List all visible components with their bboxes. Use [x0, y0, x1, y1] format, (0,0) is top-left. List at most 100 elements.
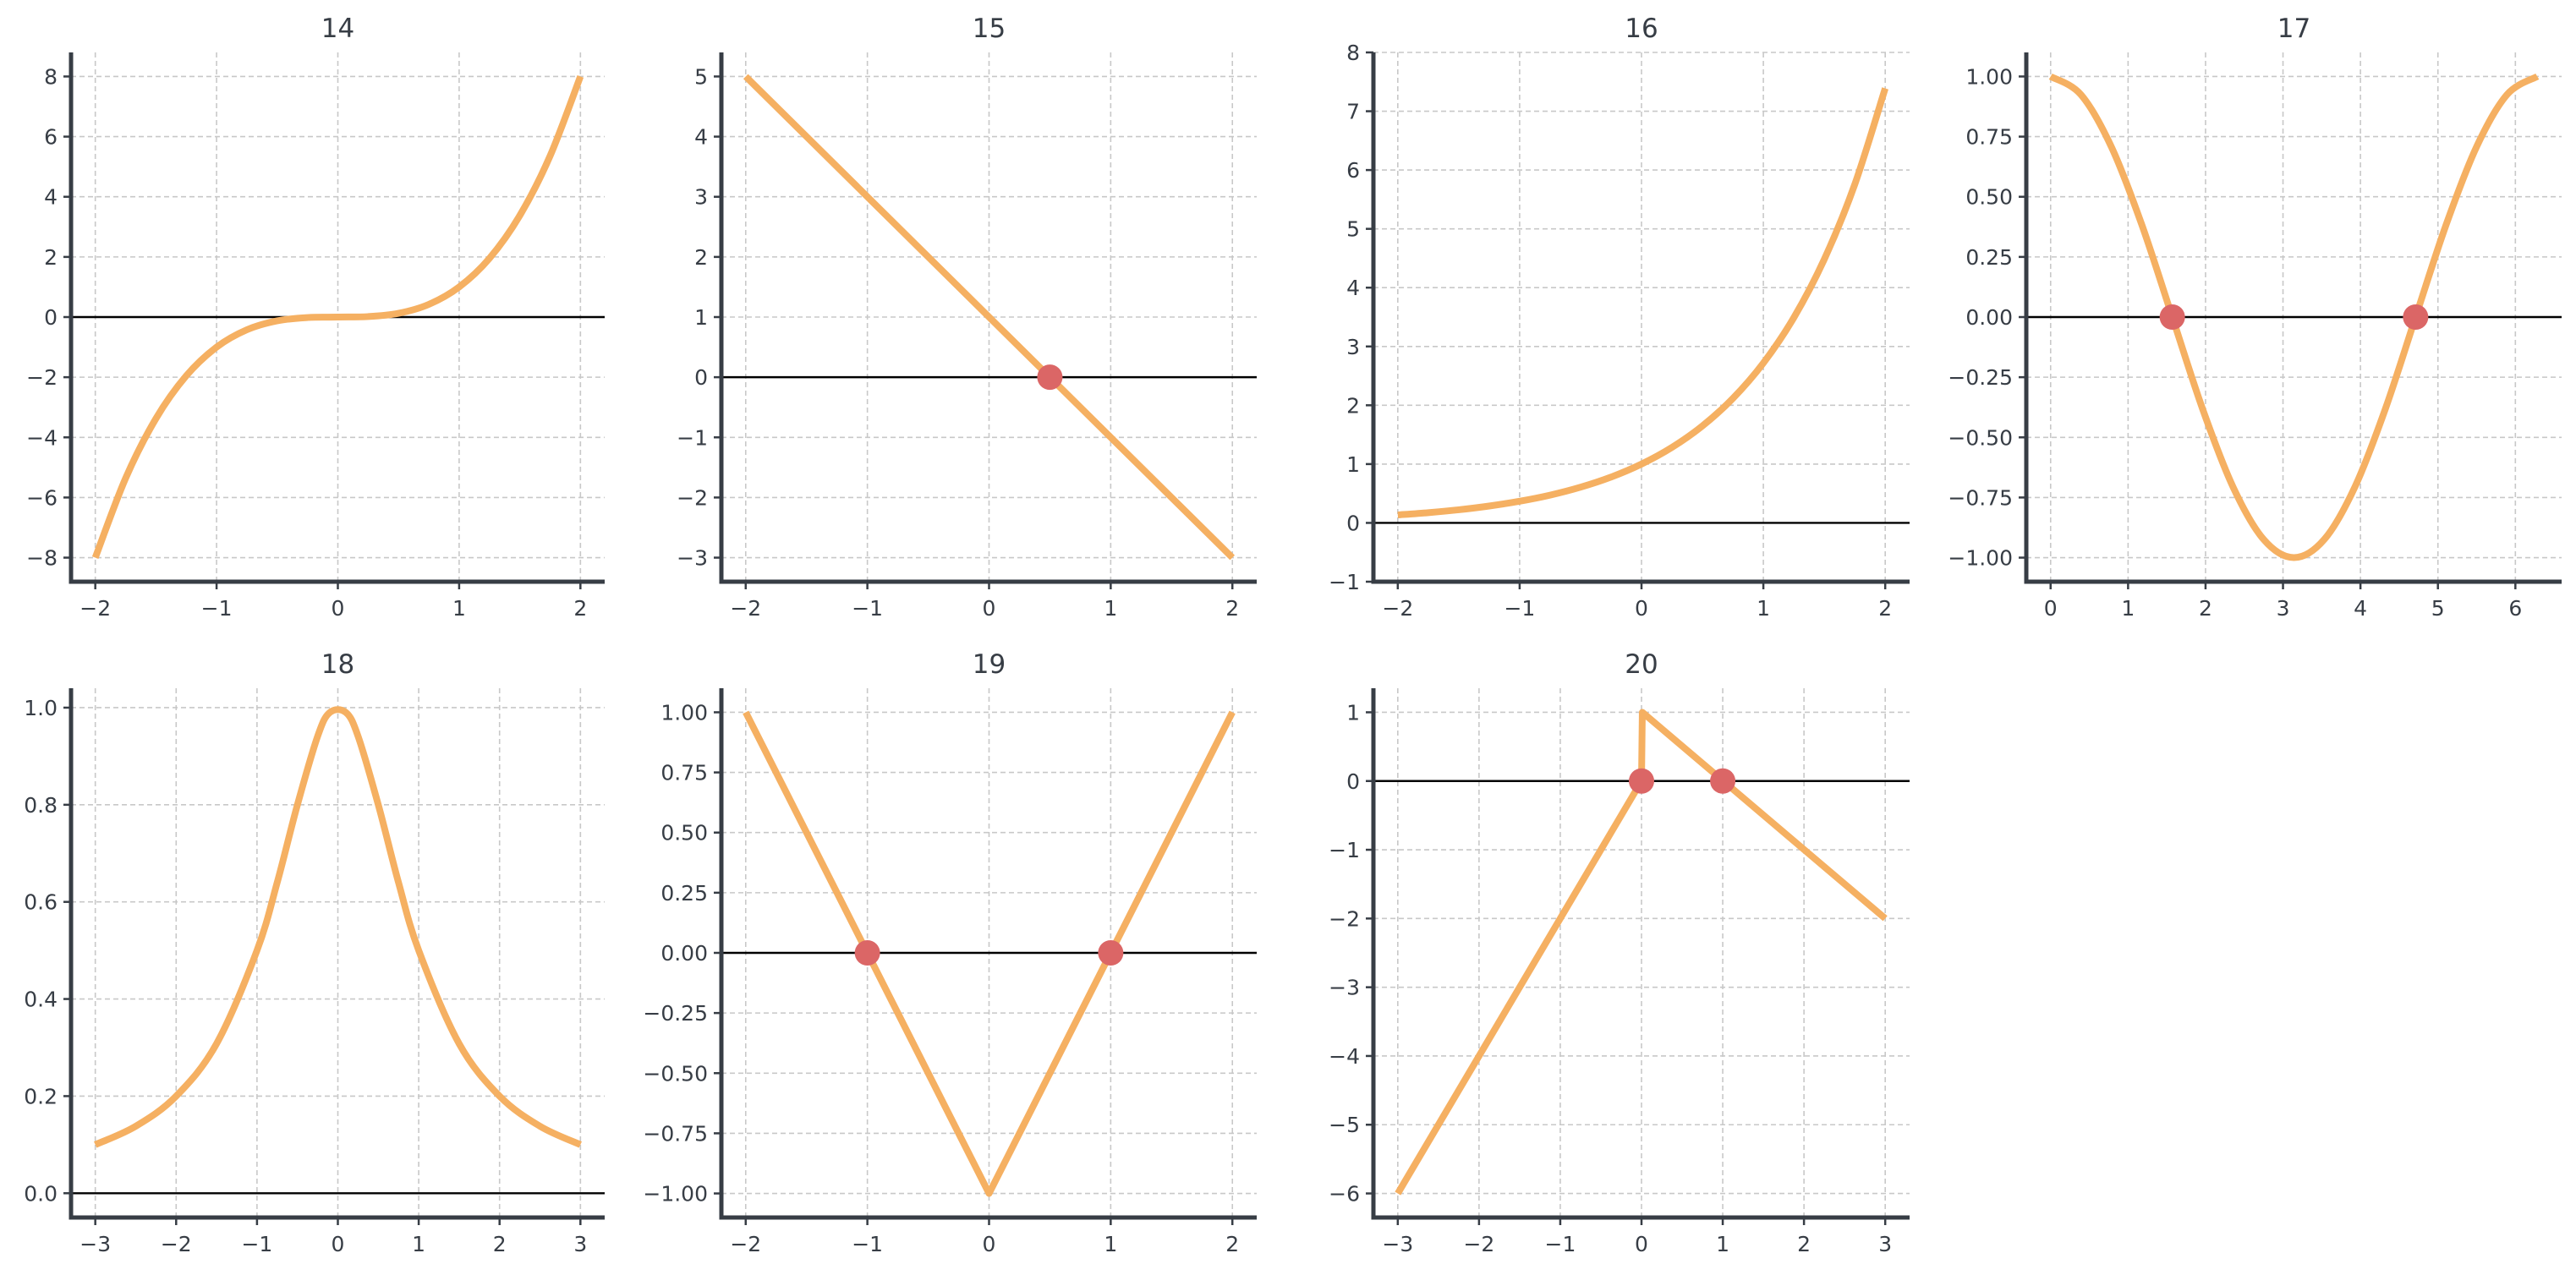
y-tick-label: 0	[1346, 769, 1360, 794]
y-tick-label: 0.75	[660, 761, 708, 785]
x-tick-label: −2	[1382, 596, 1413, 621]
x-tick-label: 0	[1635, 1232, 1648, 1256]
x-tick-label: 1	[1104, 596, 1117, 621]
y-tick-label: −3	[1329, 976, 1360, 1000]
x-tick-label: 1	[1757, 596, 1770, 621]
x-tick-label: 1	[452, 596, 466, 621]
x-tick-label: −1	[852, 1232, 883, 1256]
y-tick-label: −3	[677, 546, 708, 571]
series-line	[91, 75, 584, 559]
y-tick-label: −1	[1329, 838, 1360, 862]
y-tick-label: 8	[44, 64, 58, 89]
y-tick-label: 0.2	[24, 1084, 58, 1108]
y-tick-label: −2	[1329, 906, 1360, 931]
y-tick-label: 0.4	[24, 988, 58, 1012]
x-tick-label: 2	[1225, 1232, 1239, 1256]
series-line	[1397, 87, 1888, 519]
series-line	[743, 74, 1236, 561]
y-tick-label: 3	[1346, 335, 1360, 359]
y-tick-label: 0	[44, 305, 58, 330]
series-line	[1395, 709, 1888, 1196]
x-tick-label: −1	[1504, 596, 1535, 621]
x-tick-label: 2	[2199, 596, 2212, 621]
root-marker	[2159, 304, 2185, 330]
y-tick-label: 1.00	[1965, 64, 2013, 89]
x-tick-label: −2	[1463, 1232, 1494, 1256]
x-tick-label: 5	[2431, 596, 2445, 621]
x-tick-label: 2	[573, 596, 587, 621]
y-tick-label: 0.6	[24, 890, 58, 915]
y-tick-label: −4	[1329, 1044, 1360, 1069]
y-tick-label: 0.00	[1965, 305, 2013, 330]
y-tick-label: −2	[677, 485, 708, 510]
y-tick-label: −8	[26, 546, 58, 571]
y-tick-label: 1	[694, 305, 708, 330]
x-tick-label: 2	[1878, 596, 1892, 621]
y-tick-label: 0.75	[1965, 125, 2013, 150]
root-marker	[1629, 768, 1654, 794]
y-tick-label: −1	[677, 425, 708, 450]
y-tick-label: 6	[44, 125, 58, 150]
y-tick-label: 4	[1346, 276, 1360, 300]
x-tick-label: 2	[1797, 1232, 1811, 1256]
y-tick-label: −0.75	[1948, 485, 2013, 510]
y-tick-label: 2	[1346, 393, 1360, 418]
x-tick-label: 0	[1635, 596, 1648, 621]
x-tick-label: 0	[983, 1232, 996, 1256]
subplot-title: 19	[973, 649, 1006, 680]
y-tick-label: −5	[1329, 1113, 1360, 1137]
subplot-title: 20	[1625, 649, 1658, 680]
y-tick-label: 8	[1346, 41, 1360, 65]
x-tick-label: 0	[332, 1232, 345, 1256]
root-marker	[1710, 768, 1736, 794]
x-tick-label: 0	[983, 596, 996, 621]
y-tick-label: −0.25	[643, 1001, 708, 1026]
y-tick-label: −4	[26, 425, 58, 450]
x-tick-label: −2	[79, 596, 111, 621]
x-tick-label: 0	[332, 596, 345, 621]
subplot-14: −2 −1 0 1 2 −8 −6 −4 −2 0 2 4 6 8 14	[26, 14, 605, 621]
y-tick-label: −0.25	[1948, 365, 2013, 390]
y-tick-label: 0.0	[24, 1181, 58, 1206]
y-tick-label: 0	[694, 365, 708, 390]
subplot-19: −2 −1 0 1 2 −1.00 −0.75 −0.50 −0.25 0.00 0.25 0.50 0…	[643, 649, 1257, 1256]
y-tick-label: 2	[694, 245, 708, 270]
subplot-title: 15	[973, 14, 1006, 44]
y-tick-label: 1.0	[24, 696, 58, 720]
subplot-title: 17	[2277, 14, 2310, 44]
y-tick-label: 0.8	[24, 793, 58, 818]
y-tick-label: −0.75	[643, 1121, 708, 1146]
y-tick-label: 5	[694, 64, 708, 89]
x-tick-label: 2	[1225, 596, 1239, 621]
x-tick-label: 3	[2277, 596, 2290, 621]
x-tick-label: −1	[852, 596, 883, 621]
y-tick-label: 4	[694, 125, 708, 150]
series-line	[743, 710, 1236, 1197]
y-tick-label: 1	[1346, 700, 1360, 725]
x-tick-label: 1	[2121, 596, 2135, 621]
x-tick-label: 1	[412, 1232, 425, 1256]
x-tick-label: −1	[1545, 1232, 1576, 1256]
root-marker	[1098, 940, 1124, 966]
y-tick-label: −0.50	[643, 1061, 708, 1086]
subplot-20: −3 −2 −1 0 1 2 3 −6 −5 −4 −3 −2 −1 0 1 20	[1329, 649, 1910, 1256]
y-tick-label: 5	[1346, 217, 1360, 242]
subplot-15: −2 −1 0 1 2 −3 −2 −1 0 1 2 3 4 5 15	[677, 14, 1257, 621]
root-marker	[854, 940, 880, 966]
root-marker	[1037, 364, 1063, 391]
series-line	[2048, 73, 2540, 561]
y-tick-label: 0	[1346, 511, 1360, 535]
root-marker	[2403, 304, 2429, 330]
y-tick-label: 0.25	[1965, 245, 2013, 270]
x-tick-label: 3	[1878, 1232, 1892, 1256]
y-tick-label: −0.50	[1948, 425, 2013, 450]
y-tick-label: 2	[44, 245, 58, 270]
y-tick-label: 0.25	[660, 881, 708, 906]
y-tick-label: 0.50	[660, 821, 708, 845]
x-tick-label: 3	[573, 1232, 587, 1256]
y-tick-label: −1.00	[1948, 546, 2013, 571]
y-tick-label: −1	[1329, 570, 1360, 594]
x-tick-label: −3	[1382, 1232, 1413, 1256]
y-tick-label: 0.00	[660, 941, 708, 966]
